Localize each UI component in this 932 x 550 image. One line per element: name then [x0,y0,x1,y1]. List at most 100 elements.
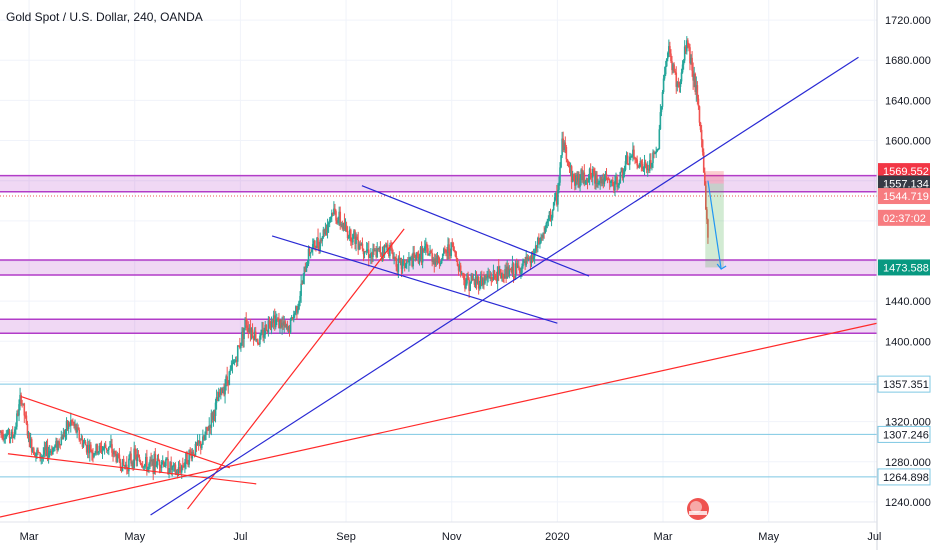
price-tag-box [878,259,930,276]
candle-body [170,462,172,470]
candle-body [262,329,264,338]
candle-body [468,279,470,291]
candle-body [556,193,558,205]
candle-body [96,444,99,454]
candle-body [593,169,595,174]
candle-body [671,61,673,71]
candle-body [18,404,20,416]
candle-body [131,462,133,464]
short-position-tool[interactable] [705,171,727,270]
candle-body [409,257,411,260]
x-tick-label: Nov [442,531,462,543]
candle-body [584,181,587,184]
candle-body [682,60,685,65]
candle-body [85,445,88,453]
trend-line [20,395,231,469]
candle-body [646,168,649,170]
candle-body [414,257,417,261]
candle-body [421,249,424,263]
candle-body [154,453,157,467]
candle-body [703,172,706,186]
candle-body [50,450,53,455]
candle-body [524,260,526,266]
candle-body [495,277,498,282]
candle-body [281,322,283,328]
candle-body [135,454,138,461]
candle-body [145,456,147,465]
trend-lines[interactable] [0,56,878,518]
candle-body [251,329,254,337]
candle-body [208,425,211,431]
symbol-title: Gold Spot / U.S. Dollar, 240, OANDA [6,10,203,24]
candle-body [162,460,165,467]
trend-line [0,322,878,518]
candle-body [458,265,461,271]
candle-body [527,258,530,261]
candle-body [272,315,275,323]
time-axis[interactable]: Mar May Jul Sep Nov 2020 Mar May Jul [20,531,882,543]
candle-body [339,211,342,226]
candle-body [177,467,180,475]
candle-body [87,444,90,454]
candle-body [491,279,494,281]
candle-body [353,230,355,235]
candle-body [404,264,407,268]
candle-body [489,276,492,278]
candle-body [286,324,289,330]
candle-body [2,433,4,440]
candle-body [114,451,116,454]
candle-body [583,172,586,184]
price-tag-box [877,468,931,486]
candle-body [147,466,149,472]
candle-body [119,462,122,467]
candle-body [184,462,186,467]
candle-body [574,179,576,186]
candle-body [363,251,366,255]
candle-body [673,64,675,72]
candle-body [302,276,305,284]
price-axis[interactable]: 1240.000 1280.000 1320.000 1400.000 1440.000… [885,15,931,509]
candle-body [557,189,559,205]
candle-body [486,277,488,279]
candle-body [614,181,616,191]
price-tag-label: 02:37:02 [883,213,926,225]
candle-body [230,364,233,370]
candle-body [428,254,430,256]
candle-body [207,429,209,431]
candle-body [308,249,311,254]
candle-body [255,339,258,341]
candle-body [413,252,415,258]
y-tick-label: 1440.000 [885,296,931,308]
candle-body [445,250,447,253]
candle-body [594,173,596,184]
candle-body [624,161,627,170]
candle-body [59,444,62,446]
candle-body [398,257,401,259]
candle-body [1,431,3,434]
candle-body [484,274,486,284]
candle-body [345,225,348,231]
candle-body [113,451,115,455]
candle-body [264,324,267,335]
candle-body [567,162,570,166]
candle-body [670,53,672,62]
candle-body [654,153,656,155]
candle-body [378,246,381,250]
candle-body [35,452,37,457]
candle-body [610,180,613,182]
candle-body [245,318,247,326]
candle-body [628,156,631,165]
candle-body [366,249,369,251]
candle-body [658,129,661,150]
candle-body [492,270,495,280]
candle-body [523,260,525,262]
candle-body [535,245,538,248]
candle-body [478,286,481,289]
candle-body [375,250,377,257]
candle-body [565,147,568,160]
candle-body [266,330,269,333]
candle-body [138,457,141,462]
candle-body [518,265,520,268]
candle-body [195,444,198,446]
